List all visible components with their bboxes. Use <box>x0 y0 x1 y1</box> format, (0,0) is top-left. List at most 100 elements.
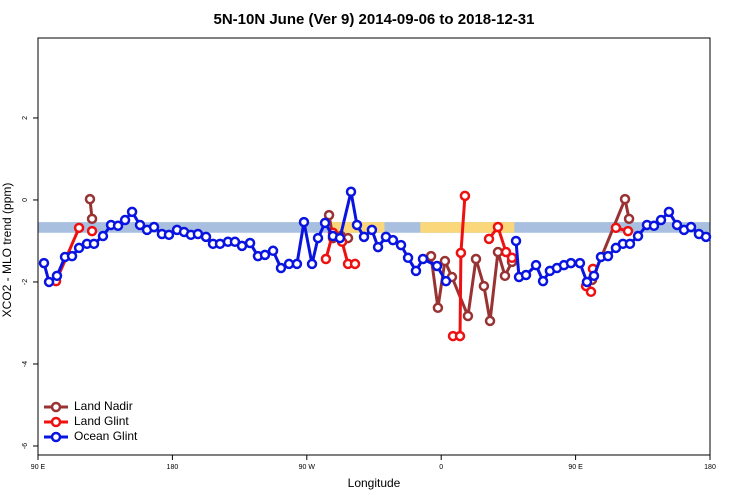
data-point <box>500 246 512 258</box>
data-point <box>622 225 634 237</box>
data-point <box>267 245 279 257</box>
data-point <box>275 262 287 274</box>
data-point <box>84 193 96 205</box>
data-point <box>574 257 586 269</box>
data-point <box>478 280 490 292</box>
legend-marker <box>50 401 62 413</box>
data-point <box>236 240 248 252</box>
data-point <box>351 219 363 231</box>
plot-frame <box>37 37 711 456</box>
data-point <box>43 276 55 288</box>
data-point <box>306 258 318 270</box>
data-point <box>632 230 644 242</box>
data-point <box>366 224 378 236</box>
data-point <box>440 275 452 287</box>
data-point <box>610 222 622 234</box>
data-point <box>565 257 577 269</box>
data-point <box>320 253 332 265</box>
data-point <box>484 315 496 327</box>
data-point <box>244 237 256 249</box>
data-point <box>402 252 414 264</box>
data-point <box>417 253 429 265</box>
data-point <box>323 209 335 221</box>
legend-label: Land Nadir <box>74 399 133 413</box>
series-line <box>88 194 631 322</box>
data-point <box>537 275 549 287</box>
legend-marker <box>50 431 62 443</box>
data-point <box>200 231 212 243</box>
data-point <box>349 258 361 270</box>
data-point <box>454 330 466 342</box>
data-point <box>88 238 100 250</box>
x-tick-label: 90 E <box>568 464 583 471</box>
legend-label: Land Glint <box>74 414 129 428</box>
data-point <box>520 269 532 281</box>
data-point <box>648 220 660 232</box>
y-tick-label: -4 <box>22 361 29 367</box>
data-point <box>462 310 474 322</box>
data-point <box>358 231 370 243</box>
data-point <box>663 206 675 218</box>
data-point <box>86 225 98 237</box>
data-point <box>510 235 522 247</box>
legend-label: Ocean Glint <box>74 429 138 443</box>
data-point <box>459 190 471 202</box>
x-tick-label: 180 <box>167 464 179 471</box>
x-tick-label: 180 <box>704 464 716 471</box>
data-point <box>372 241 384 253</box>
data-point <box>334 232 346 244</box>
y-axis-label: XCO2 - MLO trend (ppm) <box>0 183 14 318</box>
data-point <box>319 217 331 229</box>
x-tick-label: 90 E <box>31 464 46 471</box>
data-point <box>585 286 597 298</box>
data-point <box>97 230 109 242</box>
data-point <box>483 233 495 245</box>
data-point <box>148 221 160 233</box>
series-line <box>42 191 707 285</box>
data-point <box>312 232 324 244</box>
y-tick-label: -2 <box>22 279 29 285</box>
data-point <box>655 214 667 226</box>
data-point <box>86 213 98 225</box>
data-point <box>395 239 407 251</box>
data-point <box>588 270 600 282</box>
data-point <box>192 228 204 240</box>
x-axis-label: Longitude <box>348 476 401 490</box>
y-tick-label: -6 <box>22 443 29 449</box>
series-line <box>54 195 629 338</box>
data-point <box>66 250 78 262</box>
data-point <box>134 219 146 231</box>
data-point <box>602 250 614 262</box>
data-point <box>492 246 504 258</box>
data-point <box>291 258 303 270</box>
data-point <box>73 242 85 254</box>
highlight-region <box>420 222 515 233</box>
data-point <box>700 231 712 243</box>
y-tick-label: 2 <box>22 116 29 120</box>
chart-title: 5N-10N June (Ver 9) 2014-09-06 to 2018-1… <box>213 11 534 28</box>
data-point <box>581 276 593 288</box>
y-tick-label: 0 <box>22 198 29 202</box>
data-point <box>619 193 631 205</box>
data-point <box>298 216 310 228</box>
data-point <box>470 253 482 265</box>
data-point <box>345 186 357 198</box>
data-point <box>623 213 635 225</box>
data-point <box>530 259 542 271</box>
data-point <box>119 214 131 226</box>
data-point <box>506 252 518 264</box>
x-tick-label: 90 W <box>299 464 316 471</box>
data-point <box>163 229 175 241</box>
data-point <box>51 270 63 282</box>
data-point <box>685 221 697 233</box>
data-point <box>259 249 271 261</box>
data-point <box>432 302 444 314</box>
x-tick-label: 0 <box>439 464 443 471</box>
data-point <box>73 222 85 234</box>
data-point <box>387 234 399 246</box>
data-point <box>492 221 504 233</box>
data-point <box>410 265 422 277</box>
data-point <box>112 220 124 232</box>
legend-marker <box>50 416 62 428</box>
